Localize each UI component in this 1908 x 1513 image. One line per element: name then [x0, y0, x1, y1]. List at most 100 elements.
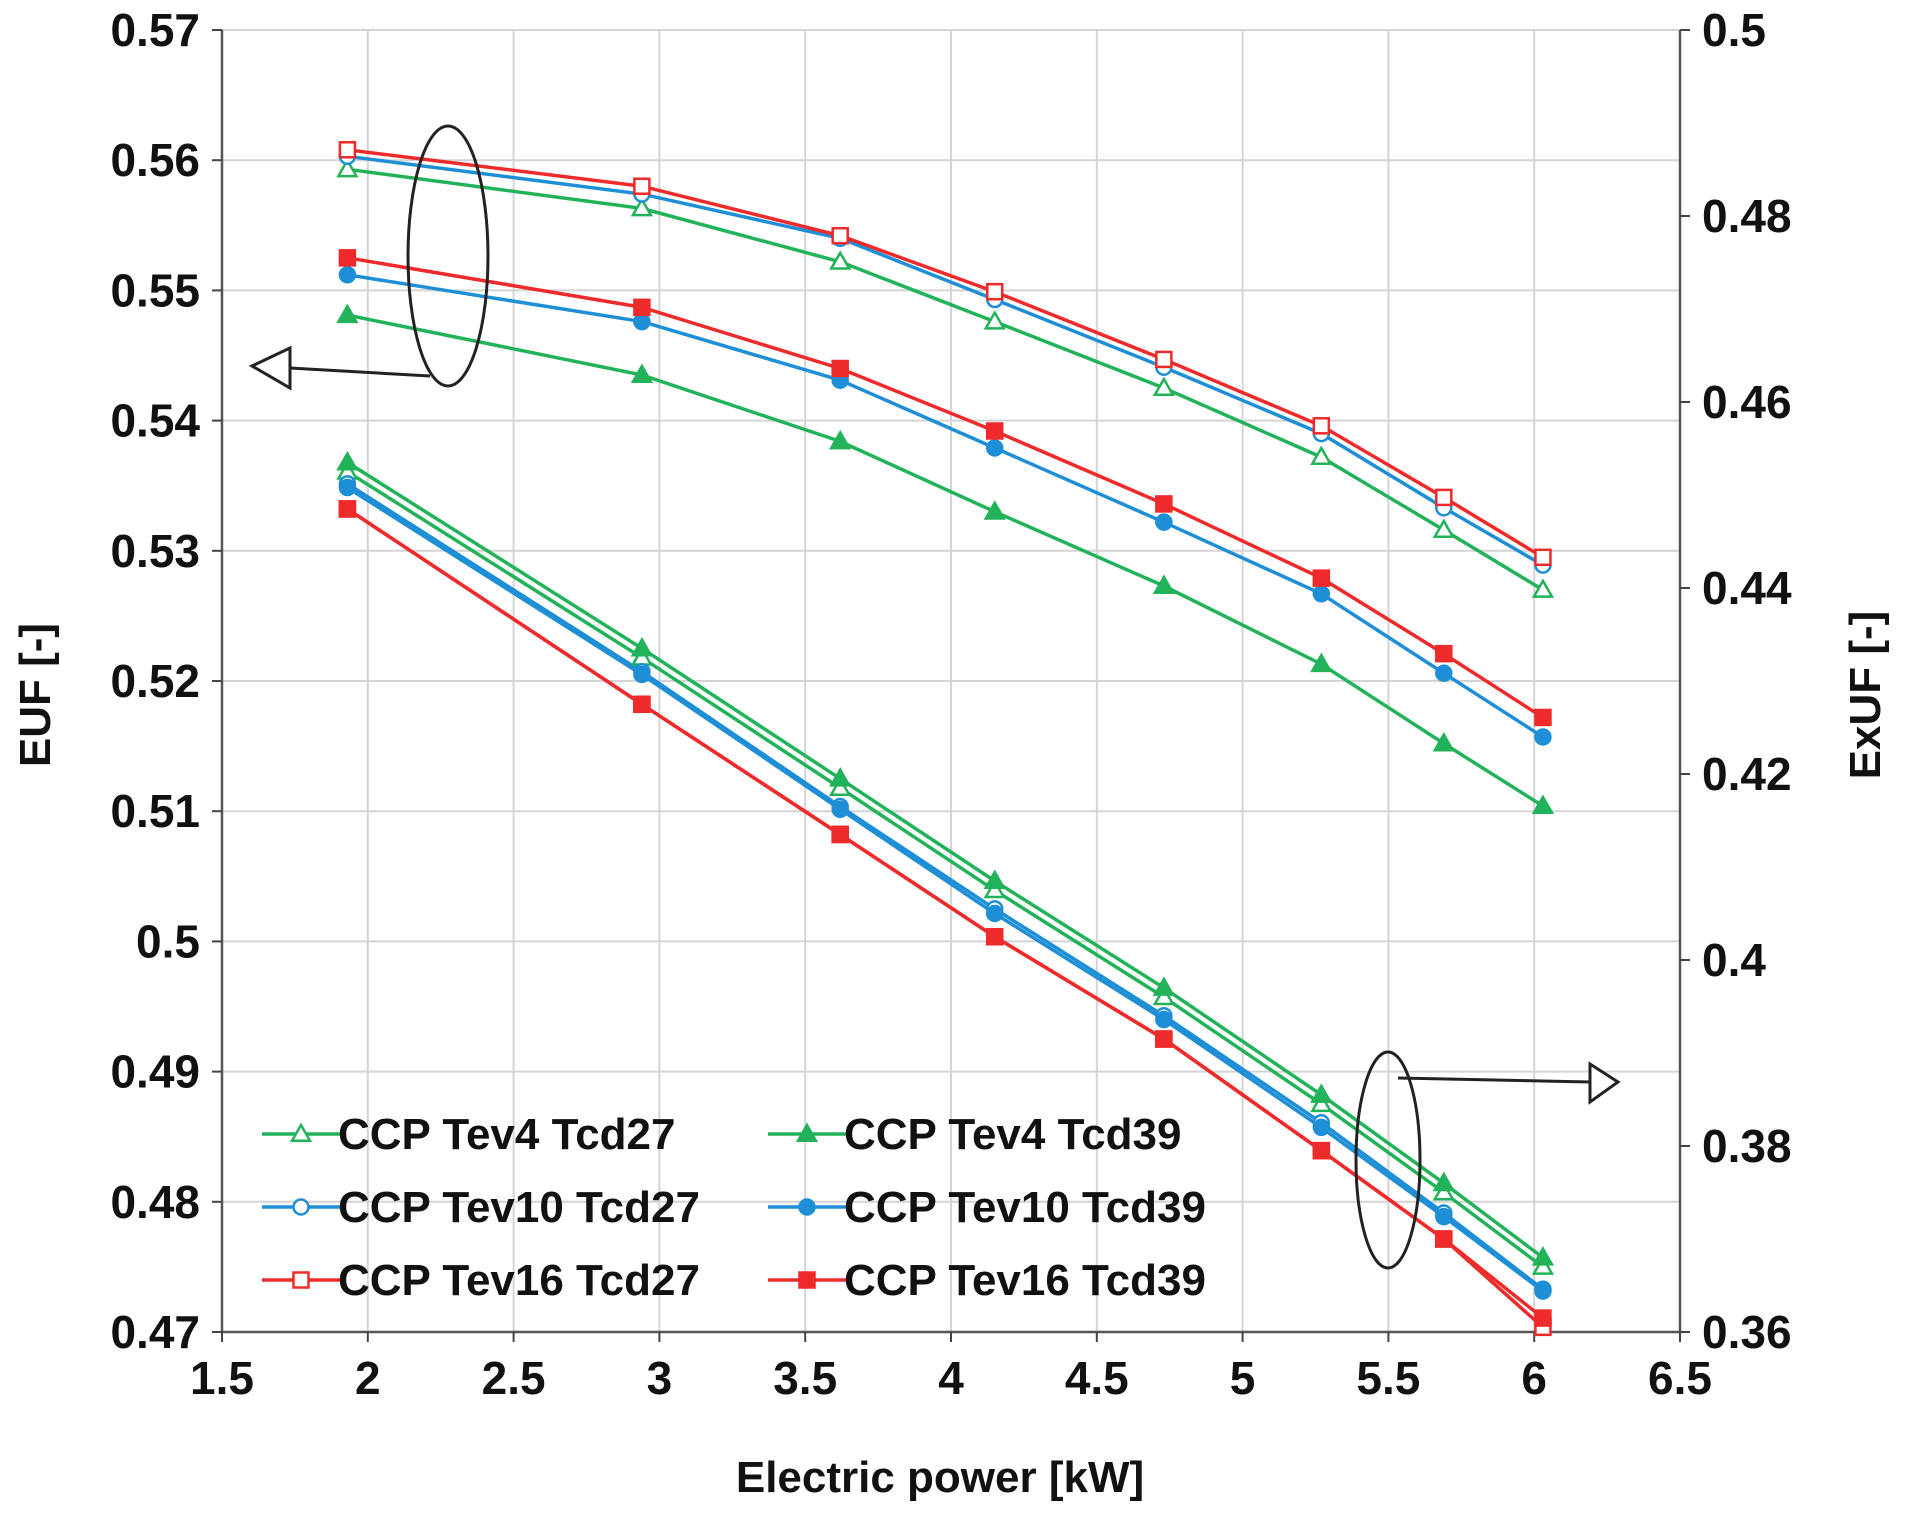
y-right-tick-label: 0.42: [1702, 748, 1792, 800]
legend-label: CCP Tev4 Tcd27: [338, 1110, 675, 1159]
legend-label: CCP Tev4 Tcd39: [844, 1110, 1181, 1159]
data-point: [985, 282, 1004, 301]
data-point: [338, 478, 357, 497]
data-point: [1310, 652, 1333, 673]
data-point: [1155, 1010, 1173, 1029]
data-point: [1155, 495, 1173, 513]
series-line: [347, 154, 1544, 567]
legend: CCP Tev4 Tcd27 CCP Tev4 Tcd39 CCP Tev10 Tc…: [262, 1110, 1206, 1305]
data-point: [1534, 548, 1552, 567]
series-line: [347, 313, 1544, 808]
data-point: [1435, 644, 1453, 663]
data-point: [1435, 664, 1453, 682]
right-arrow-shaft: [1397, 1076, 1591, 1084]
data-point: [633, 298, 651, 317]
y-right-tick-label: 0.38: [1702, 1120, 1792, 1172]
data-point: [1531, 794, 1555, 814]
data-point: [1312, 1118, 1331, 1137]
data-point: [831, 800, 849, 819]
data-point: [985, 439, 1004, 457]
y-left-tick-label: 0.48: [110, 1176, 200, 1228]
data-point: [1531, 578, 1555, 598]
data-point: [1312, 585, 1331, 603]
x-tick-label: 3: [647, 1352, 673, 1404]
data-point: [336, 303, 359, 324]
data-point: [1531, 1246, 1555, 1266]
data-point: [1432, 518, 1455, 538]
series-line: [346, 486, 1544, 1293]
data-point: [829, 776, 852, 796]
data-point: [829, 429, 852, 450]
data-point: [829, 250, 852, 270]
data-point: [633, 312, 651, 331]
data-point: [1152, 376, 1176, 397]
data-point: [338, 249, 357, 267]
x-tick-label: 1.5: [190, 1352, 254, 1404]
y-right-tick-label: 0.36: [1702, 1306, 1792, 1358]
y-left-tick-label: 0.51: [110, 785, 200, 837]
data-point: [1155, 513, 1173, 531]
data-point: [1531, 1255, 1555, 1275]
data-point: [1435, 1230, 1453, 1248]
y-left-tick-label: 0.57: [110, 4, 200, 56]
series-line: [346, 460, 1544, 1259]
y-axis-left-ticks: 0.47 0.48 0.49 0.5 0.51 0.52 0.53 0.54 0.55 0.56 0…: [110, 4, 222, 1358]
legend-label: CCP Tev16 Tcd39: [844, 1256, 1206, 1305]
x-tick-label: 4.5: [1065, 1352, 1129, 1404]
y-left-tick-label: 0.52: [110, 655, 200, 707]
series-markers: [336, 141, 1555, 1337]
y-left-tick-label: 0.53: [110, 525, 200, 577]
x-tick-label: 3.5: [773, 1352, 837, 1404]
data-point: [983, 869, 1006, 889]
data-point: [1534, 1282, 1552, 1300]
x-tick-label: 2.5: [482, 1352, 546, 1404]
x-axis-ticks: 1.5 2 2.5 3 3.5 4 4.5 5 5.5 6 6.5: [190, 1332, 1712, 1404]
data-point: [1534, 1309, 1552, 1327]
data-point: [1534, 728, 1552, 746]
y-left-tick-label: 0.47: [110, 1306, 200, 1358]
data-point: [1432, 1171, 1455, 1192]
data-point: [630, 636, 654, 657]
data-point: [1432, 731, 1455, 752]
legend-label: CCP Tev10 Tcd39: [844, 1183, 1206, 1232]
legend-swatch-marker: [292, 1198, 310, 1216]
y-left-tick-label: 0.49: [110, 1046, 200, 1098]
x-tick-label: 4: [938, 1352, 964, 1404]
y-right-tick-label: 0.4: [1702, 934, 1766, 986]
data-point: [1310, 1083, 1333, 1103]
legend-swatch-marker: [798, 1271, 816, 1289]
left-group-ellipse: [406, 124, 490, 388]
data-point: [831, 359, 849, 378]
data-point: [1155, 350, 1173, 369]
data-point: [829, 767, 852, 787]
data-point: [338, 500, 357, 518]
x-tick-label: 6.5: [1648, 1352, 1712, 1404]
data-point: [338, 266, 357, 284]
y-left-tick-label: 0.56: [110, 134, 200, 186]
y-right-tick-label: 0.46: [1702, 376, 1792, 428]
legend-label: CCP Tev16 Tcd27: [338, 1256, 700, 1305]
series-line: [346, 470, 1544, 1269]
data-point: [1435, 488, 1453, 507]
series-line: [347, 167, 1544, 592]
data-point: [1310, 1092, 1333, 1113]
data-point: [831, 825, 849, 844]
data-point: [630, 363, 654, 384]
data-point: [1310, 445, 1333, 466]
data-point: [633, 665, 651, 684]
legend-swatch-marker: [798, 1198, 816, 1216]
legend-label: CCP Tev10 Tcd27: [338, 1183, 700, 1232]
right-group-ellipse: [1354, 1050, 1422, 1270]
y-right-tick-label: 0.48: [1702, 190, 1792, 242]
data-point: [633, 695, 651, 713]
annotations: [248, 124, 1621, 1270]
series-line: [347, 148, 1544, 559]
x-tick-label: 5.5: [1356, 1352, 1420, 1404]
data-point: [633, 177, 651, 195]
data-point: [985, 928, 1004, 946]
data-point: [1312, 417, 1331, 435]
data-point: [630, 196, 654, 217]
y-axis-left-label: EUF [-]: [11, 623, 60, 767]
data-point: [1155, 1030, 1173, 1048]
